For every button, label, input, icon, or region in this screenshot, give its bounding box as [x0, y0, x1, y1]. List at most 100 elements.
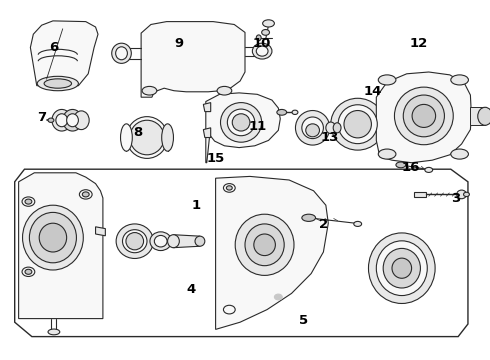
Ellipse shape	[457, 190, 466, 199]
Ellipse shape	[25, 199, 32, 204]
Ellipse shape	[168, 235, 179, 248]
Ellipse shape	[82, 192, 89, 197]
Ellipse shape	[263, 20, 274, 27]
Ellipse shape	[277, 109, 287, 115]
Text: 3: 3	[451, 192, 460, 205]
Ellipse shape	[22, 197, 35, 206]
Polygon shape	[414, 192, 426, 197]
Ellipse shape	[52, 109, 72, 131]
Ellipse shape	[48, 118, 54, 122]
Ellipse shape	[227, 109, 255, 136]
Ellipse shape	[79, 190, 92, 199]
Ellipse shape	[392, 258, 412, 278]
Ellipse shape	[376, 241, 427, 296]
Ellipse shape	[292, 110, 298, 114]
Ellipse shape	[326, 122, 336, 134]
Ellipse shape	[262, 30, 270, 35]
Ellipse shape	[48, 329, 60, 335]
Text: 2: 2	[319, 219, 328, 231]
Ellipse shape	[302, 214, 316, 221]
Ellipse shape	[29, 212, 76, 263]
Ellipse shape	[451, 149, 468, 159]
Ellipse shape	[23, 205, 83, 270]
Polygon shape	[203, 103, 211, 112]
Text: 1: 1	[192, 199, 200, 212]
Ellipse shape	[425, 167, 433, 172]
Ellipse shape	[126, 233, 144, 250]
Ellipse shape	[56, 114, 68, 127]
Ellipse shape	[126, 117, 168, 158]
Ellipse shape	[451, 75, 468, 85]
Ellipse shape	[154, 235, 167, 247]
Ellipse shape	[223, 305, 235, 314]
Polygon shape	[203, 128, 211, 138]
Ellipse shape	[121, 124, 132, 151]
Ellipse shape	[338, 105, 377, 144]
Ellipse shape	[39, 223, 67, 252]
Ellipse shape	[112, 43, 131, 63]
Ellipse shape	[478, 107, 490, 125]
Polygon shape	[376, 72, 471, 163]
Ellipse shape	[333, 123, 341, 133]
Polygon shape	[216, 176, 328, 329]
Ellipse shape	[256, 35, 261, 41]
Ellipse shape	[354, 221, 362, 226]
Ellipse shape	[37, 76, 78, 91]
Ellipse shape	[378, 75, 396, 85]
Ellipse shape	[383, 248, 420, 288]
Ellipse shape	[412, 104, 436, 127]
Polygon shape	[30, 21, 98, 86]
Text: 7: 7	[38, 111, 47, 124]
Ellipse shape	[464, 192, 469, 197]
Ellipse shape	[232, 114, 250, 131]
Ellipse shape	[195, 236, 205, 246]
Ellipse shape	[74, 111, 89, 130]
Ellipse shape	[150, 232, 172, 251]
Ellipse shape	[368, 233, 435, 303]
Ellipse shape	[162, 124, 173, 151]
Ellipse shape	[254, 234, 275, 256]
Ellipse shape	[223, 184, 235, 192]
Polygon shape	[126, 124, 168, 151]
Polygon shape	[206, 93, 280, 163]
Ellipse shape	[403, 95, 444, 137]
Ellipse shape	[331, 98, 385, 150]
Text: 15: 15	[206, 152, 225, 165]
Text: 16: 16	[401, 161, 420, 174]
Ellipse shape	[256, 46, 268, 56]
Text: 9: 9	[174, 37, 183, 50]
Polygon shape	[19, 173, 103, 319]
Ellipse shape	[22, 267, 35, 276]
Polygon shape	[470, 107, 485, 125]
Ellipse shape	[220, 103, 262, 142]
Text: 12: 12	[410, 37, 428, 50]
Ellipse shape	[235, 214, 294, 275]
Ellipse shape	[245, 224, 284, 266]
Text: 4: 4	[187, 283, 196, 296]
Text: 5: 5	[299, 314, 308, 327]
Text: 8: 8	[134, 126, 143, 139]
Ellipse shape	[274, 294, 282, 300]
Ellipse shape	[302, 117, 323, 139]
Ellipse shape	[217, 86, 232, 95]
Ellipse shape	[295, 111, 330, 145]
Ellipse shape	[142, 86, 157, 95]
Ellipse shape	[116, 47, 127, 60]
Polygon shape	[173, 235, 200, 248]
Ellipse shape	[306, 124, 319, 137]
Ellipse shape	[25, 269, 32, 274]
Ellipse shape	[396, 162, 406, 168]
Ellipse shape	[378, 149, 396, 159]
Ellipse shape	[130, 120, 164, 155]
Polygon shape	[141, 22, 245, 97]
Text: 14: 14	[363, 85, 382, 98]
Ellipse shape	[226, 186, 232, 190]
Ellipse shape	[344, 111, 371, 138]
Text: 10: 10	[253, 37, 271, 50]
Ellipse shape	[122, 230, 147, 253]
Text: 6: 6	[49, 41, 58, 54]
Text: 13: 13	[320, 131, 339, 144]
Ellipse shape	[44, 79, 72, 88]
Ellipse shape	[394, 87, 453, 145]
Text: 11: 11	[248, 120, 267, 133]
